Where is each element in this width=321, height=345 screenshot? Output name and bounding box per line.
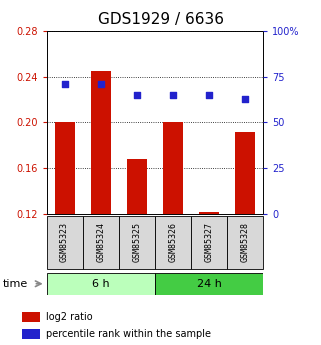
Bar [227,216,263,269]
Point [62,81,67,87]
Text: GSM85323: GSM85323 [60,223,69,262]
Point [98,81,103,87]
Bar [55,122,74,214]
Text: 6 h: 6 h [92,279,109,289]
Bar [199,211,219,214]
Text: GSM85328: GSM85328 [241,223,250,262]
Bar [119,216,155,269]
Text: time: time [3,279,29,289]
Bar [155,273,263,295]
Bar [47,216,83,269]
Point [243,96,248,101]
Text: 24 h: 24 h [197,279,221,289]
Bar [22,329,40,339]
Bar [127,159,147,214]
Text: GDS1929 / 6636: GDS1929 / 6636 [98,12,223,27]
Bar [191,216,227,269]
Bar [83,216,119,269]
Text: log2 ratio: log2 ratio [46,312,92,322]
Text: percentile rank within the sample: percentile rank within the sample [46,329,211,339]
Bar [155,216,191,269]
Text: GSM85324: GSM85324 [96,223,105,262]
Text: GSM85326: GSM85326 [169,223,178,262]
Bar [47,273,155,295]
Point [170,92,176,98]
Text: GSM85325: GSM85325 [132,223,141,262]
Bar [91,71,111,214]
Bar [22,312,40,322]
Point [206,92,212,98]
Bar [235,132,255,214]
Text: GSM85327: GSM85327 [204,223,213,262]
Point [134,92,139,98]
Bar [163,122,183,214]
